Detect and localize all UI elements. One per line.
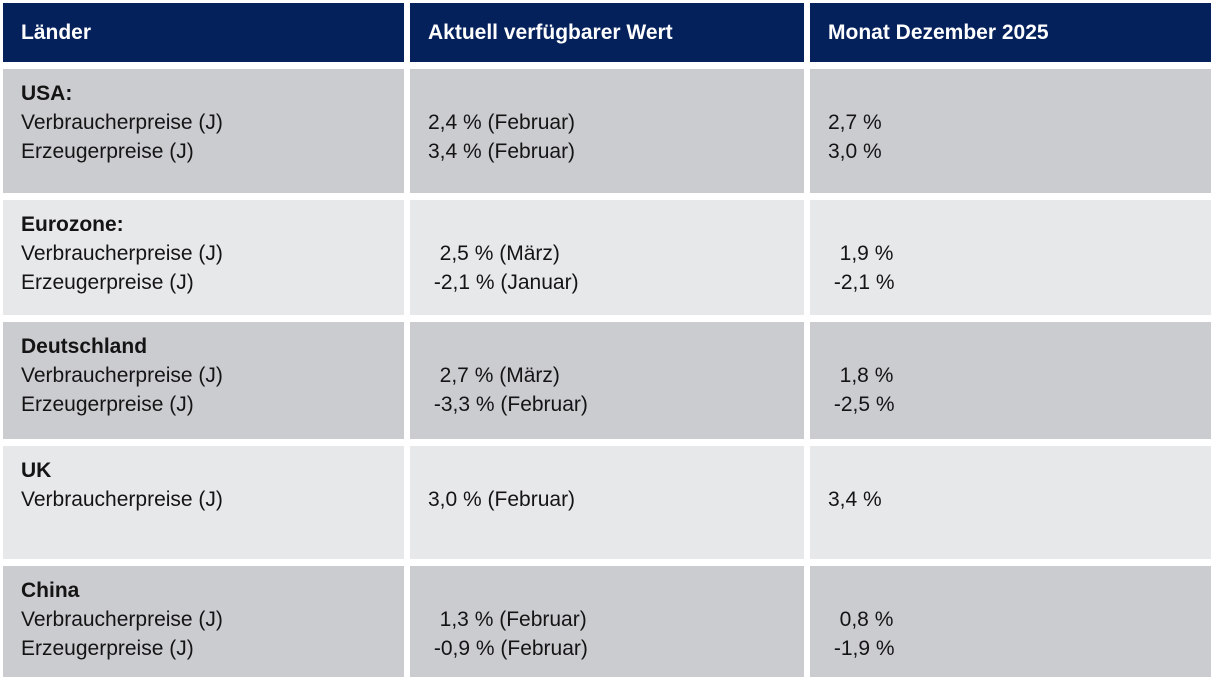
december-value: -2,5 % [828,393,895,416]
line-spacer [828,79,1201,108]
line-spacer [428,210,794,239]
metric-label: Verbraucherpreise (J) [21,242,223,265]
country-cell: Deutschland Verbraucherpreise (J) Erzeug… [3,322,404,439]
current-value: 2,4 % (Februar) [428,111,576,134]
metric-label: Verbraucherpreise (J) [21,488,223,511]
current-value: 1,3 % (Februar) [428,608,587,631]
current-value: -0,9 % (Februar) [428,637,588,660]
column-header-laender: Länder [3,3,404,62]
line-spacer [828,210,1201,239]
december-value: 2,7 % [828,111,882,134]
line-spacer [828,332,1201,361]
metric-label: Erzeugerpreise (J) [21,637,194,660]
december-value-cell: 2,7 % 3,0 % [810,69,1211,193]
line-spacer [428,576,794,605]
line-spacer [828,456,1201,485]
metric-label: Erzeugerpreise (J) [21,271,194,294]
country-name: Deutschland [21,335,148,358]
december-value: -2,1 % [828,271,895,294]
line-spacer [828,576,1201,605]
metric-label: Verbraucherpreise (J) [21,608,223,631]
current-value-cell: 3,0 % (Februar) [410,446,804,559]
december-value: 1,9 % [828,242,894,265]
december-value: 3,0 % [828,140,882,163]
country-name: China [21,579,80,602]
metric-label: Erzeugerpreise (J) [21,393,194,416]
december-value-cell: 1,8 % -2,5 % [810,322,1211,439]
current-value-cell: 2,4 % (Februar) 3,4 % (Februar) [410,69,804,193]
december-value-cell: 1,9 % -2,1 % [810,200,1211,315]
december-value: 3,4 % [828,488,882,511]
december-value-cell: 3,4 % [810,446,1211,559]
metric-label: Verbraucherpreise (J) [21,111,223,134]
metric-label: Verbraucherpreise (J) [21,364,223,387]
line-spacer [428,79,794,108]
current-value-cell: 2,5 % (März) -2,1 % (Januar) [410,200,804,315]
current-value: 2,5 % (März) [428,242,560,265]
line-spacer [428,332,794,361]
column-header-aktueller-wert: Aktuell verfügbarer Wert [410,3,804,62]
country-cell: Eurozone: Verbraucherpreise (J) Erzeuger… [3,200,404,315]
current-value: -3,3 % (Februar) [428,393,588,416]
country-name: USA: [21,82,73,105]
country-cell: USA: Verbraucherpreise (J) Erzeugerpreis… [3,69,404,193]
december-value: 0,8 % [828,608,894,631]
december-value: -1,9 % [828,637,895,660]
country-name: Eurozone: [21,213,124,236]
country-cell: China Verbraucherpreise (J) Erzeugerprei… [3,566,404,677]
current-value-cell: 1,3 % (Februar) -0,9 % (Februar) [410,566,804,677]
current-value: 2,7 % (März) [428,364,560,387]
current-value: 3,4 % (Februar) [428,140,576,163]
country-name: UK [21,459,52,482]
current-value: 3,0 % (Februar) [428,488,576,511]
current-value-cell: 2,7 % (März) -3,3 % (Februar) [410,322,804,439]
line-spacer [428,456,794,485]
column-header-monat-dezember: Monat Dezember 2025 [810,3,1211,62]
december-value-cell: 0,8 % -1,9 % [810,566,1211,677]
country-cell: UK Verbraucherpreise (J) [3,446,404,559]
metric-label: Erzeugerpreise (J) [21,140,194,163]
december-value: 1,8 % [828,364,894,387]
current-value: -2,1 % (Januar) [428,271,579,294]
